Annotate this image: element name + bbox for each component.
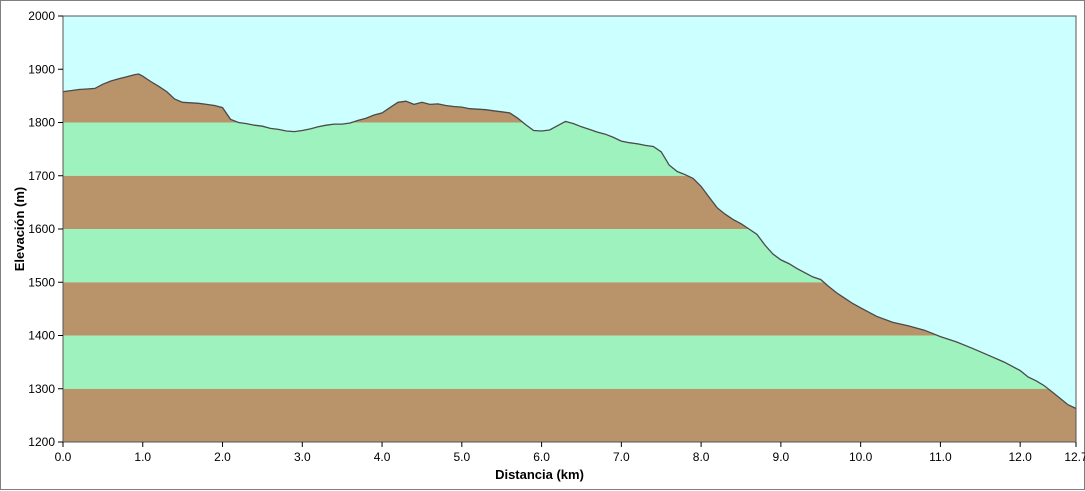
x-tick-label: 1.0 bbox=[134, 450, 151, 464]
x-tick-label: 0.0 bbox=[55, 450, 72, 464]
y-tick-label: 1500 bbox=[28, 275, 55, 289]
x-tick-label: 8.0 bbox=[693, 450, 710, 464]
y-axis-ticks: 1200 1300 1400 1500 1600 1700 1800 1900 2000 bbox=[28, 9, 63, 449]
y-tick-label: 1800 bbox=[28, 116, 55, 130]
y-tick-label: 1400 bbox=[28, 329, 55, 343]
x-tick-label: 4.0 bbox=[374, 450, 391, 464]
x-tick-label: 11.0 bbox=[929, 450, 952, 464]
elevation-band-1200 bbox=[63, 388, 1076, 442]
y-axis-title: Elevación (m) bbox=[12, 187, 27, 272]
x-tick-label: 2.0 bbox=[214, 450, 231, 464]
x-tick-label: 9.0 bbox=[773, 450, 790, 464]
x-tick-label: 5.0 bbox=[453, 450, 470, 464]
y-tick-label: 1200 bbox=[28, 435, 55, 449]
x-tick-label: 12.0 bbox=[1008, 450, 1032, 464]
y-tick-label: 1700 bbox=[28, 169, 55, 183]
x-axis-title: Distancia (km) bbox=[495, 467, 584, 482]
x-tick-label: 3.0 bbox=[294, 450, 311, 464]
x-axis-ticks: 0.0 1.0 2.0 3.0 4.0 5.0 6.0 7.0 8.0 9.0 10.0 11.0 12… bbox=[55, 442, 1085, 464]
y-tick-label: 1600 bbox=[28, 222, 55, 236]
x-tick-label: 10.0 bbox=[849, 450, 873, 464]
y-tick-label: 1300 bbox=[28, 382, 55, 396]
y-tick-label: 2000 bbox=[28, 9, 55, 23]
x-tick-label: 7.0 bbox=[613, 450, 630, 464]
y-tick-label: 1900 bbox=[28, 62, 55, 76]
elevation-band-1300 bbox=[63, 335, 1076, 389]
x-tick-label: 12.7 bbox=[1064, 450, 1085, 464]
x-tick-label: 6.0 bbox=[533, 450, 550, 464]
elevation-profile-line bbox=[62, 73, 1077, 410]
